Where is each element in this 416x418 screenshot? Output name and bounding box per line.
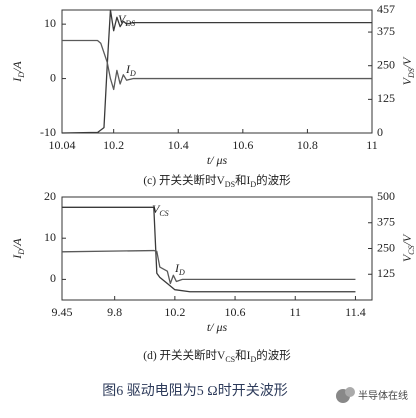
y-axis-label: ID/A <box>10 61 27 83</box>
y-tick-label: 20 <box>44 189 56 203</box>
y2-tick-label: 125 <box>377 91 395 105</box>
y2-axis-label: VCS/V <box>400 233 416 262</box>
y2-axis-label-part: V <box>400 253 414 262</box>
series-label: ID <box>174 261 185 278</box>
plot-frame <box>61 9 373 134</box>
chart-caption-part: 和I <box>235 349 250 362</box>
series-line <box>62 39 372 91</box>
series-line <box>61 9 372 134</box>
series-label-part: D <box>129 69 136 78</box>
series-label-part: I <box>174 261 180 275</box>
x-tick-label: 10.8 <box>297 138 318 152</box>
y-tick-label: 0 <box>50 271 56 285</box>
chart-caption-part: D <box>250 180 256 189</box>
y2-tick-label: 457 <box>377 2 395 16</box>
figure-caption: 图6 驱动电阻为5 Ω时开关波形 <box>102 383 287 399</box>
y-tick-label: 10 <box>44 16 56 30</box>
y2-tick-label: 250 <box>377 57 395 71</box>
x-tick-label: 10.2 <box>164 305 185 319</box>
x-axis-label: t/ μs <box>207 153 228 167</box>
series-label-part: DS <box>124 19 135 28</box>
watermark-icon <box>336 387 355 403</box>
y2-axis-label-part: /V <box>400 233 414 246</box>
y2-tick-label: 250 <box>377 240 395 254</box>
chart-caption-part: 和I <box>235 174 250 187</box>
chart-caption-part: (c) 开关关断时V <box>143 173 225 187</box>
x-tick-label: 11.4 <box>345 305 366 319</box>
y-axis-label-part: I <box>10 77 24 83</box>
chart-caption-part: CS <box>225 355 235 364</box>
y-tick-label: -10 <box>40 125 56 139</box>
series-label: VDS <box>118 12 135 29</box>
series-label: ID <box>125 62 136 79</box>
series-line <box>61 249 356 285</box>
chart-caption-part: 的波形 <box>256 173 291 187</box>
y-axis-label-part: I <box>10 254 24 260</box>
chart-caption-part: (d) 开关关断时V <box>143 348 226 362</box>
y-axis-label-part: /A <box>10 238 24 250</box>
series-label-part: CS <box>159 209 168 218</box>
y2-axis-label-part: DS <box>407 68 416 79</box>
x-tick-label: 10.04 <box>49 138 76 152</box>
y-tick-label: 10 <box>44 230 56 244</box>
chart-caption-part: 的波形 <box>256 348 291 362</box>
x-tick-label: 10.4 <box>168 138 189 152</box>
y2-tick-label: 375 <box>377 215 395 229</box>
chart-caption-part: D <box>250 355 256 364</box>
y-axis-label: ID/A <box>10 238 27 260</box>
chart-caption-part: DS <box>225 180 235 189</box>
x-axis-label: t/ μs <box>207 320 228 334</box>
series-label-part: D <box>178 268 185 277</box>
x-tick-label: 11 <box>289 305 301 319</box>
x-tick-label: 10.2 <box>103 138 124 152</box>
y2-tick-label: 0 <box>377 125 383 139</box>
x-tick-label: 10.6 <box>232 138 253 152</box>
x-tick-label: 10.6 <box>225 305 246 319</box>
series-label-part: V <box>152 202 161 216</box>
chart-caption: (d) 开关关断时VCS和ID的波形 <box>143 348 291 365</box>
y2-axis-label: VDS/V <box>400 56 416 85</box>
series-label-part: V <box>118 12 127 26</box>
series-line <box>62 206 356 293</box>
plot-frame <box>61 196 373 301</box>
y-axis-label-part: /A <box>10 61 24 73</box>
y-axis-label-part: D <box>17 249 26 256</box>
y2-axis-label-part: /V <box>400 56 414 69</box>
x-tick-label: 11 <box>366 138 378 152</box>
series-label-part: I <box>125 62 131 76</box>
y2-tick-label: 125 <box>377 266 395 280</box>
x-tick-label: 9.45 <box>52 305 73 319</box>
watermark: 半导体在线 <box>358 389 408 402</box>
y-axis-label-part: D <box>17 72 26 79</box>
y2-axis-label-part: V <box>400 76 414 85</box>
y2-tick-label: 375 <box>377 24 395 38</box>
chart-caption: (c) 开关关断时VDS和ID的波形 <box>143 173 291 190</box>
y2-tick-label: 500 <box>377 189 395 203</box>
y2-axis-label-part: CS <box>407 245 416 254</box>
x-tick-label: 9.8 <box>107 305 122 319</box>
series-label: VCS <box>152 202 169 219</box>
y-tick-label: 0 <box>50 70 56 84</box>
